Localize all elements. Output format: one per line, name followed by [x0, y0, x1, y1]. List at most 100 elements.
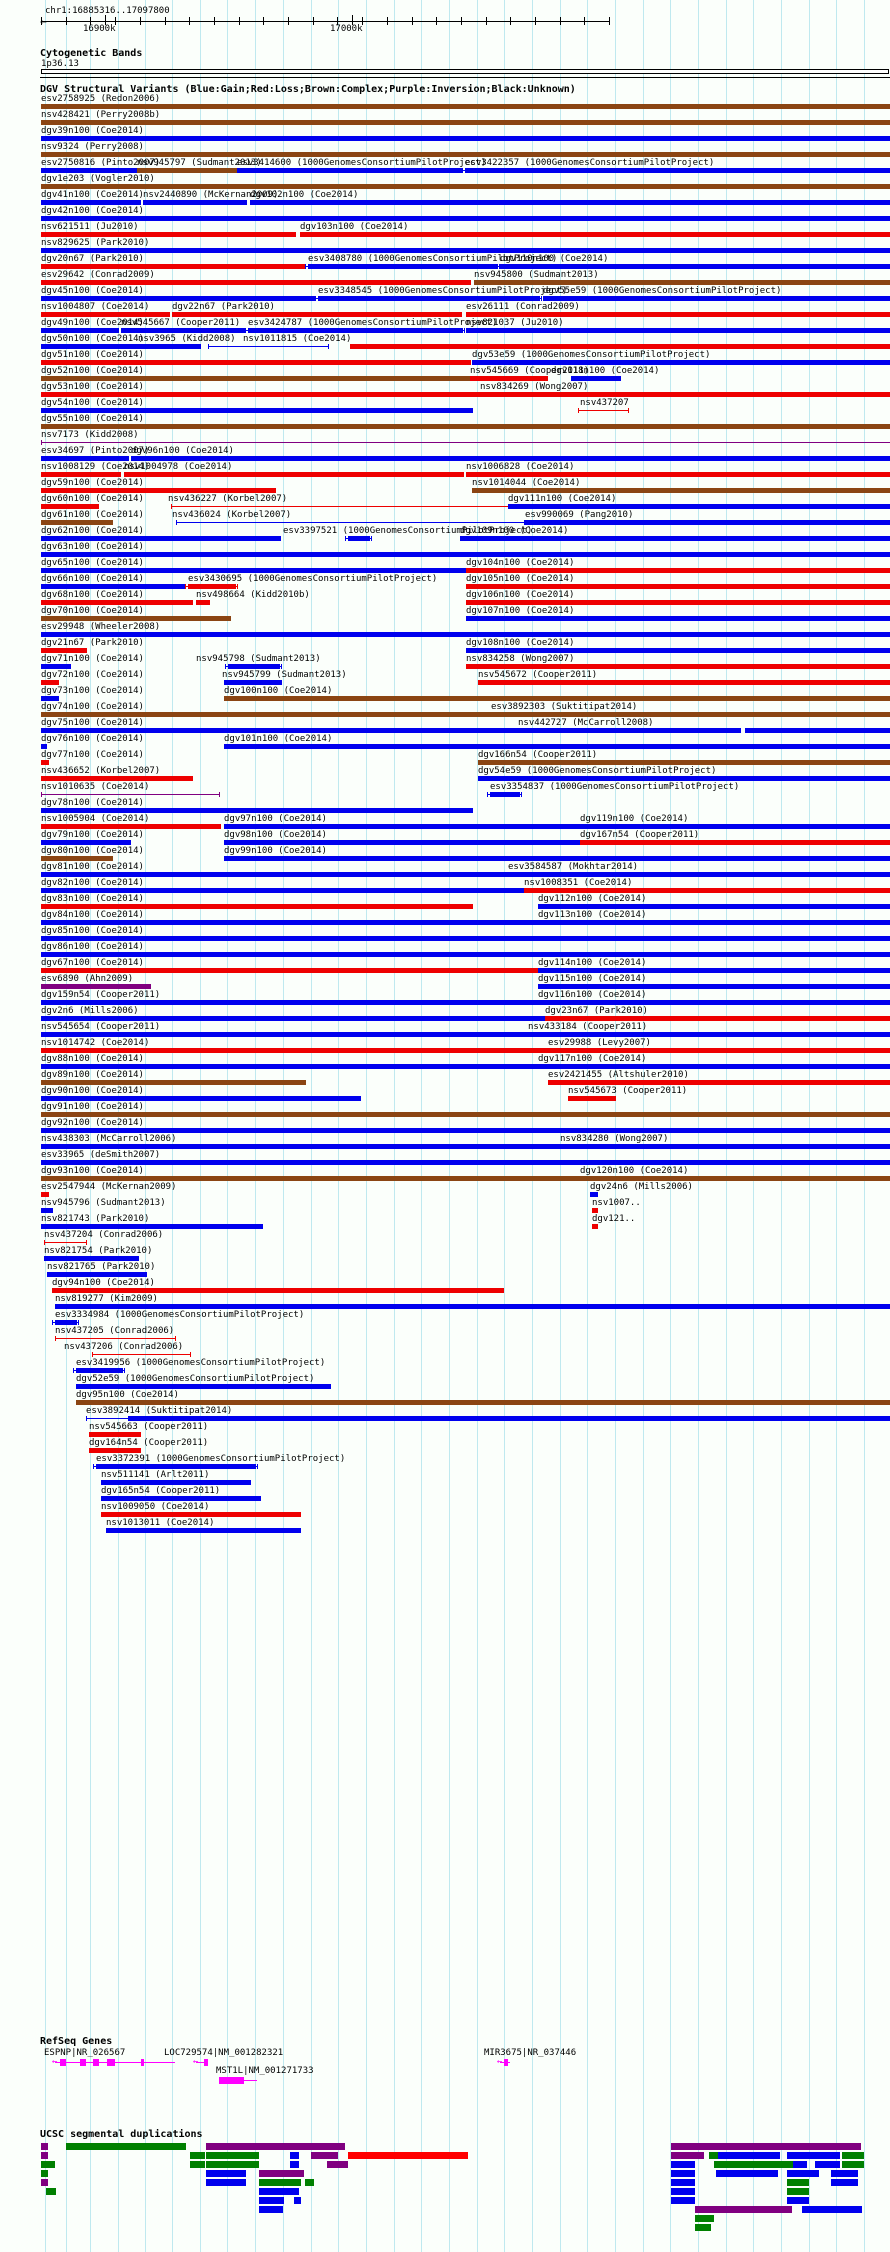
variant-bar[interactable]	[41, 328, 119, 333]
variant-label[interactable]: nsv1010635 (Coe2014)	[41, 782, 150, 792]
variant-label[interactable]: nsv821743 (Park2010)	[41, 1214, 150, 1224]
variant-bar[interactable]	[101, 1496, 261, 1501]
variant-bar[interactable]	[460, 536, 890, 541]
variant-label[interactable]: dgv91n100 (Coe2014)	[41, 1102, 144, 1112]
variant-label[interactable]: nsv433184 (Cooper2011)	[528, 1022, 648, 1032]
variant-bar[interactable]	[571, 376, 621, 381]
variant-label[interactable]: esv33965 (deSmith2007)	[41, 1150, 161, 1160]
gene-label[interactable]: MIR3675|NR_037446	[484, 2048, 577, 2058]
variant-bar[interactable]	[466, 664, 890, 669]
variant-bar[interactable]	[41, 1192, 49, 1197]
variant-bar[interactable]	[196, 600, 210, 605]
segdup-block[interactable]	[259, 2170, 304, 2177]
variant-bar[interactable]	[124, 472, 464, 477]
segdup-block[interactable]	[831, 2179, 858, 2186]
variant-label[interactable]: nsv1006828 (Coe2014)	[466, 462, 575, 472]
variant-bar[interactable]	[41, 376, 471, 381]
variant-bar[interactable]	[41, 264, 306, 269]
variant-bar[interactable]	[76, 1384, 331, 1389]
variant-label[interactable]: esv2421455 (Altshuler2010)	[548, 1070, 689, 1080]
segdup-block[interactable]	[41, 2179, 48, 2186]
variant-label[interactable]: nsv545669 (Cooper2011)	[470, 366, 590, 376]
variant-label[interactable]: dgv108n100 (Coe2014)	[466, 638, 575, 648]
variant-bar[interactable]	[41, 1048, 890, 1053]
segdup-block[interactable]	[290, 2152, 299, 2159]
variant-bar[interactable]	[41, 472, 121, 477]
variant-label[interactable]: nsv545667 (Cooper2011)	[121, 318, 241, 328]
variant-bar[interactable]	[470, 376, 548, 381]
variant-bar[interactable]	[41, 1112, 890, 1117]
variant-bar[interactable]	[466, 568, 890, 573]
segdup-block[interactable]	[793, 2161, 807, 2168]
variant-bar[interactable]	[41, 568, 890, 573]
variant-bar[interactable]	[592, 1224, 598, 1229]
variant-bar[interactable]	[41, 104, 890, 109]
variant-label[interactable]: esv3354837 (1000GenomesConsortiumPilotPr…	[490, 782, 740, 792]
variant-bar[interactable]	[41, 280, 471, 285]
variant-label[interactable]: nsv436652 (Korbel2007)	[41, 766, 161, 776]
variant-label[interactable]: dgv67n100 (Coe2014)	[41, 958, 144, 968]
variant-label[interactable]: esv3372391 (1000GenomesConsortiumPilotPr…	[96, 1454, 346, 1464]
variant-bar[interactable]	[89, 1432, 141, 1437]
variant-label[interactable]: dgv83n100 (Coe2014)	[41, 894, 144, 904]
variant-bar[interactable]	[41, 952, 890, 957]
variant-bar[interactable]	[41, 1224, 263, 1229]
variant-label[interactable]: nsv1007..	[592, 1198, 641, 1208]
segdup-block[interactable]	[327, 2161, 348, 2168]
variant-bar[interactable]	[41, 1128, 890, 1133]
variant-label[interactable]: esv3584587 (Mokhtar2014)	[508, 862, 639, 872]
gene-exon[interactable]	[60, 2059, 66, 2066]
variant-label[interactable]: nsv1013011 (Coe2014)	[106, 1518, 215, 1528]
variant-label[interactable]: dgv100n100 (Coe2014)	[224, 686, 333, 696]
variant-bar[interactable]	[41, 184, 890, 189]
variant-bar[interactable]	[538, 1064, 890, 1069]
variant-label[interactable]: nsv438303 (McCarroll2006)	[41, 1134, 177, 1144]
variant-bar[interactable]	[41, 744, 47, 749]
segdup-block[interactable]	[66, 2143, 186, 2150]
variant-bar[interactable]	[41, 760, 49, 765]
variant-bar[interactable]	[121, 328, 245, 333]
variant-bar[interactable]	[137, 168, 237, 173]
variant-bar[interactable]	[538, 984, 890, 989]
variant-label[interactable]: dgv111n100 (Coe2014)	[508, 494, 617, 504]
variant-label[interactable]: esv6890 (Ahn2009)	[41, 974, 134, 984]
variant-bar[interactable]	[500, 264, 890, 269]
variant-label[interactable]: dgv105n100 (Coe2014)	[466, 574, 575, 584]
variant-label[interactable]: esv2750816 (Pinto2007)	[41, 158, 161, 168]
variant-label[interactable]: dgv119n100 (Coe2014)	[580, 814, 689, 824]
variant-bar[interactable]	[41, 1032, 890, 1037]
variant-label[interactable]: dgv55n100 (Coe2014)	[41, 414, 144, 424]
variant-bar[interactable]	[41, 200, 141, 205]
variant-bar[interactable]	[41, 168, 137, 173]
variant-label[interactable]: nsv545673 (Cooper2011)	[568, 1086, 688, 1096]
variant-bar[interactable]	[44, 1256, 139, 1261]
variant-label[interactable]: dgv60n100 (Coe2014)	[41, 494, 144, 504]
segdup-block[interactable]	[348, 2152, 468, 2159]
gene-label[interactable]: LOC729574|NM_001282321	[164, 2048, 284, 2058]
variant-bar[interactable]	[472, 488, 890, 493]
segdup-block[interactable]	[190, 2152, 205, 2159]
variant-bar[interactable]	[548, 1048, 890, 1053]
variant-label[interactable]: nsv1004807 (Coe2014)	[41, 302, 150, 312]
variant-label[interactable]: dgv164n54 (Cooper2011)	[89, 1438, 209, 1448]
variant-bar[interactable]	[478, 776, 890, 781]
gene-exon[interactable]	[219, 2077, 244, 2084]
variant-bar[interactable]	[41, 936, 890, 941]
variant-label[interactable]: nsv834269 (Wong2007)	[480, 382, 589, 392]
variant-label[interactable]: nsv1009050 (Coe2014)	[101, 1502, 210, 1512]
variant-label[interactable]: nsv437205 (Conrad2006)	[55, 1326, 175, 1336]
variant-label[interactable]: dgv106n100 (Coe2014)	[466, 590, 575, 600]
variant-label[interactable]: dgv165n54 (Cooper2011)	[101, 1486, 221, 1496]
variant-bar[interactable]	[560, 1144, 890, 1149]
segdup-block[interactable]	[671, 2197, 695, 2204]
variant-label[interactable]: esv3419956 (1000GenomesConsortiumPilotPr…	[76, 1358, 326, 1368]
variant-label[interactable]: nsv436227 (Korbel2007)	[168, 494, 288, 504]
variant-bar[interactable]	[41, 968, 890, 973]
variant-bar[interactable]	[580, 1176, 890, 1181]
segdup-block[interactable]	[842, 2152, 864, 2159]
variant-bar[interactable]	[41, 664, 71, 669]
segdup-block[interactable]	[206, 2170, 246, 2177]
variant-label[interactable]: esv3424787 (1000GenomesConsortiumPilotPr…	[248, 318, 498, 328]
variant-bar[interactable]	[41, 536, 281, 541]
variant-bar[interactable]	[224, 680, 282, 685]
